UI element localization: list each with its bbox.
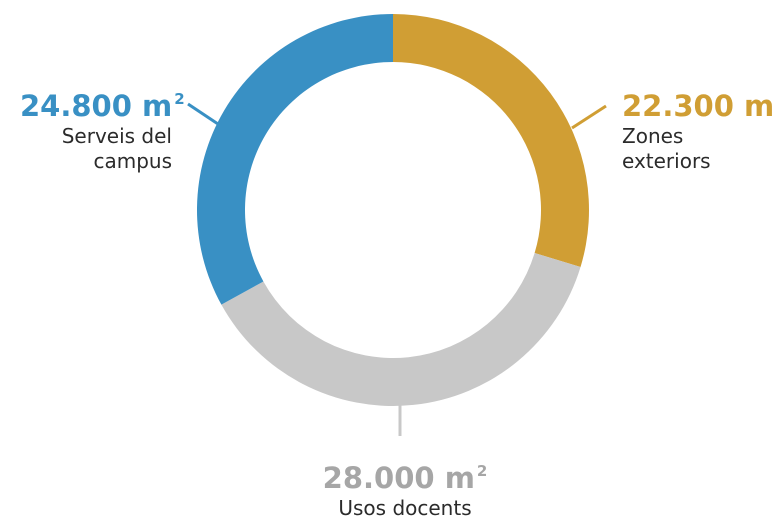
slice-usos-docents <box>221 253 581 406</box>
callout-zones-exteriors: 22.300 m2 Zones exteriors <box>622 88 773 174</box>
value-label-zones-exteriors: 22.300 m2 <box>622 89 773 123</box>
leader-line-zones-exteriors <box>571 104 607 130</box>
category-label-serveis-campus: Serveis del campus <box>61 124 172 174</box>
leader-line-serveis-campus <box>187 102 219 126</box>
slice-zones-exteriors <box>393 14 589 267</box>
leader-lines <box>187 102 607 436</box>
slice-serveis-campus <box>196 14 393 305</box>
category-label-usos-docents: Usos docents <box>338 496 472 521</box>
category-label-zones-exteriors: Zones exteriors <box>622 124 711 174</box>
donut-slices <box>196 14 589 406</box>
